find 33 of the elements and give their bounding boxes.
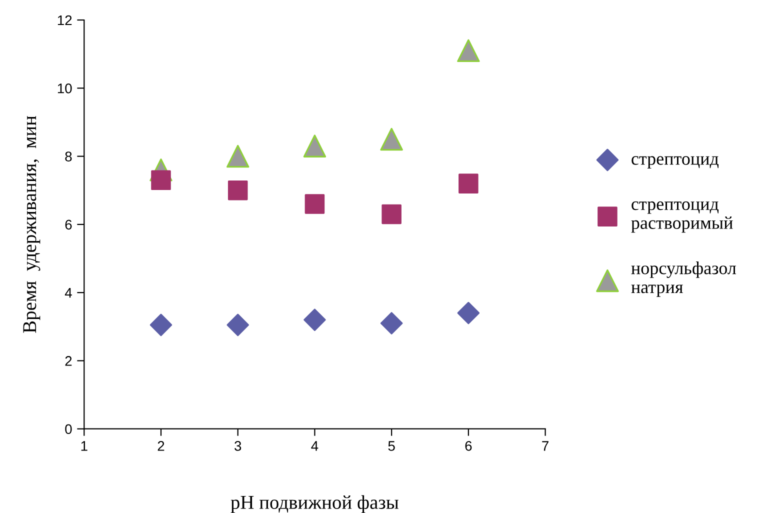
point xyxy=(304,194,325,214)
y-tick-label: 4 xyxy=(64,288,72,298)
point xyxy=(457,39,480,62)
point xyxy=(226,314,249,336)
point xyxy=(151,170,171,190)
y-tick-label: 12 xyxy=(58,15,72,26)
point xyxy=(304,308,326,331)
point xyxy=(380,128,403,151)
y-axis-title: Время удерживания, мин xyxy=(23,116,40,333)
y-tick-label: 10 xyxy=(58,83,72,94)
x-tick-label: 2 xyxy=(158,441,164,451)
point xyxy=(380,312,403,334)
x-tick-label: 3 xyxy=(234,441,242,451)
x-tick-label: 4 xyxy=(311,441,318,451)
x-tick-label: 6 xyxy=(465,441,472,451)
x-tick-label: 5 xyxy=(388,441,395,451)
x-tick-label: 1 xyxy=(81,441,88,451)
point xyxy=(228,180,248,200)
point xyxy=(458,174,478,194)
y-tick-label: 8 xyxy=(65,152,72,162)
x-axis-title: pH подвижной фазы xyxy=(230,495,398,513)
legend-label: стрептоцид растворимый xyxy=(631,201,733,233)
point xyxy=(226,144,250,168)
y-tick-label: 2 xyxy=(65,356,72,366)
legend-label: норсульфазол натрия xyxy=(631,262,736,297)
legend-label: стрептоцид xyxy=(632,156,719,169)
point xyxy=(303,134,326,158)
point xyxy=(382,204,402,224)
y-tick-label: 6 xyxy=(65,220,72,230)
point xyxy=(150,314,172,336)
x-tick-label: 7 xyxy=(542,441,548,451)
point xyxy=(457,302,480,324)
y-tick-label: 0 xyxy=(65,424,72,434)
